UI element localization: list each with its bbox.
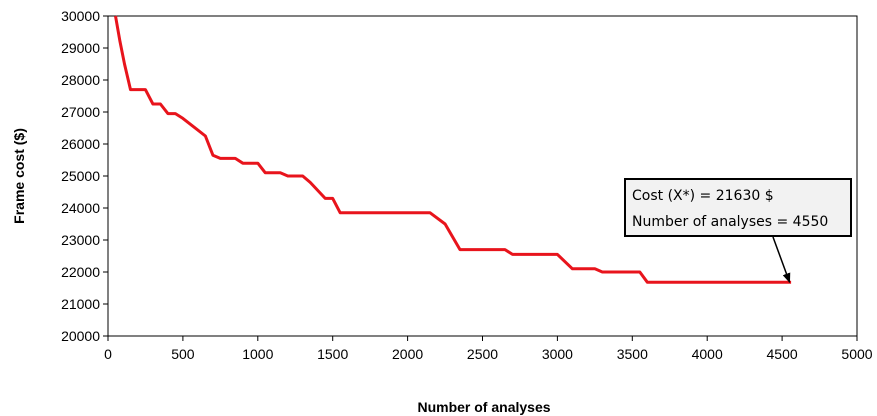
y-tick-label: 23000 [61,232,100,248]
y-tick-label: 25000 [61,168,100,184]
annotation-cost-text: Cost (X*) = 21630 $ [632,188,774,204]
y-tick-label: 29000 [61,40,100,56]
y-axis-title: Frame cost ($) [11,128,27,224]
annotation-arrow [772,236,791,284]
y-tick-label: 20000 [61,328,100,344]
x-tick-label: 5000 [841,346,872,362]
y-tick-label: 28000 [61,72,100,88]
optimum-annotation: Cost (X*) = 21630 $ Number of analyses =… [624,178,852,284]
y-tick-label: 30000 [61,8,100,24]
y-tick-label: 24000 [61,200,100,216]
x-tick-label: 4500 [767,346,798,362]
y-axis: 20000 21000 22000 23000 24000 25000 26000 27000… [61,8,108,344]
cost-series-line [114,15,792,284]
y-tick-label: 22000 [61,264,100,280]
y-tick-label: 21000 [61,296,100,312]
x-tick-label: 3000 [542,346,573,362]
x-tick-label: 2500 [467,346,498,362]
x-tick-label: 500 [171,346,195,362]
x-axis-title: Number of analyses [417,399,550,415]
x-tick-label: 1000 [242,346,273,362]
x-tick-label: 0 [104,346,112,362]
annotation-box [624,178,852,237]
annotation-analyses-text: Number of analyses = 4550 [632,214,828,230]
series-layer [114,15,792,284]
plot-area [107,15,858,337]
y-tick-label: 26000 [61,136,100,152]
x-tick-label: 3500 [617,346,648,362]
x-tick-label: 2000 [392,346,423,362]
y-tick-label: 27000 [61,104,100,120]
x-tick-label: 1500 [317,346,348,362]
x-tick-label: 4000 [692,346,723,362]
x-axis: 0 500 1000 1500 2000 2500 3000 3500 4000 4500 5000 [104,336,873,362]
